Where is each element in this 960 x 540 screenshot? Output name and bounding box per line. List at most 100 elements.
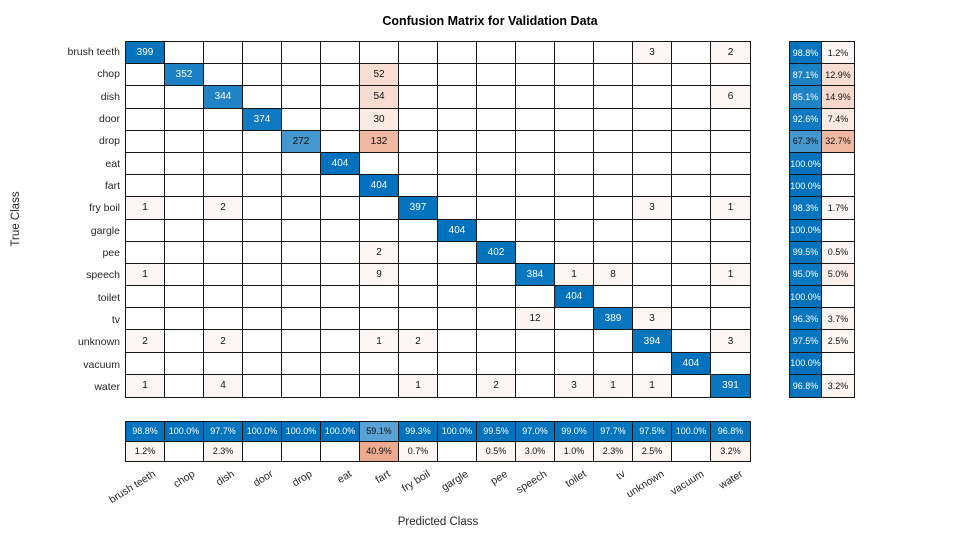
matrix-cell	[555, 308, 594, 331]
row-summary-cell	[822, 175, 854, 198]
matrix-cell: 3	[633, 308, 672, 331]
row-summary-cell: 100.0%	[790, 175, 822, 198]
matrix-cell	[672, 330, 711, 353]
matrix-cell	[711, 220, 750, 242]
column-summary-cell: 97.7%	[594, 422, 633, 442]
matrix-cell	[438, 330, 477, 353]
row-summary-cell: 12.9%	[822, 64, 854, 87]
column-summary-cell	[672, 441, 711, 461]
matrix-cell	[477, 286, 516, 309]
matrix-cell	[672, 241, 711, 264]
chart-title: Confusion Matrix for Validation Data	[382, 14, 598, 28]
matrix-cell	[165, 241, 204, 264]
matrix-cell	[399, 241, 438, 264]
matrix-cell	[555, 197, 594, 220]
matrix-cell	[243, 219, 282, 242]
matrix-cell	[165, 86, 204, 109]
row-summary-cell: 92.6%	[790, 108, 822, 131]
matrix-cell	[711, 131, 750, 153]
matrix-cell	[243, 175, 282, 198]
matrix-cell	[282, 175, 321, 198]
matrix-cell	[282, 108, 321, 131]
row-summary-cell: 85.1%	[790, 86, 822, 109]
x-tick-label: pee	[488, 468, 511, 488]
row-summary-cell: 32.7%	[822, 130, 854, 153]
y-tick-label: gargle	[90, 224, 120, 237]
column-summary-cell	[243, 441, 282, 461]
matrix-cell	[594, 64, 633, 87]
column-summary-cell	[438, 441, 477, 461]
matrix-cell	[672, 86, 711, 109]
matrix-cell	[711, 308, 750, 331]
matrix-cell	[126, 64, 165, 87]
column-summary-cell: 59.1%	[360, 422, 399, 442]
matrix-cell	[282, 374, 321, 397]
row-summary-cell: 98.8%	[790, 42, 822, 65]
matrix-cell	[282, 241, 321, 264]
matrix-cell	[594, 152, 633, 176]
column-summary-cell: 3.2%	[711, 441, 750, 461]
matrix-cell	[282, 219, 321, 242]
row-summary-cell: 1.7%	[822, 197, 854, 220]
x-tick-label: drop	[290, 468, 315, 490]
matrix-cell	[672, 263, 711, 287]
column-summary-cell: 2.3%	[594, 441, 633, 461]
matrix-cell	[282, 64, 321, 87]
column-summary-cell: 99.5%	[477, 422, 516, 442]
x-axis-label: Predicted Class	[397, 516, 479, 528]
matrix-cell	[243, 152, 282, 176]
matrix-cell	[360, 374, 399, 397]
matrix-cell	[594, 286, 633, 309]
matrix-cell	[204, 286, 243, 309]
matrix-cell	[438, 108, 477, 131]
matrix-cell	[126, 152, 165, 176]
matrix-cell	[165, 330, 204, 353]
column-summary-cell: 100.0%	[243, 422, 282, 442]
column-summary-cell: 0.7%	[399, 441, 438, 461]
matrix-cell	[438, 152, 477, 176]
matrix-cell	[282, 263, 321, 287]
matrix-cell	[438, 308, 477, 331]
column-summary-cell: 3.0%	[516, 441, 555, 461]
matrix-cell	[438, 175, 477, 198]
matrix-cell	[516, 108, 555, 131]
matrix-cell	[204, 308, 243, 331]
matrix-cell: 404	[360, 175, 399, 198]
matrix-cell	[360, 352, 399, 375]
matrix-cell	[282, 308, 321, 331]
matrix-cell	[126, 352, 165, 375]
matrix-cell: 391	[711, 374, 750, 397]
matrix-cell	[711, 242, 750, 264]
matrix-cell: 1	[711, 263, 750, 287]
matrix-cell	[321, 330, 360, 353]
matrix-cell: 1	[594, 374, 633, 397]
matrix-cell	[516, 42, 555, 65]
matrix-cell	[594, 197, 633, 220]
matrix-cell	[555, 64, 594, 87]
matrix-cell	[165, 374, 204, 397]
matrix-cell: 30	[360, 108, 399, 131]
matrix-cell	[282, 42, 321, 65]
x-tick-label: toilet	[563, 468, 589, 490]
row-summary-cell: 100.0%	[790, 286, 822, 309]
column-summary-cell: 100.0%	[282, 422, 321, 442]
matrix-cell: 1	[711, 197, 750, 220]
matrix-cell	[399, 263, 438, 287]
row-summary-cell: 95.0%	[790, 263, 822, 287]
matrix-cell	[711, 175, 750, 198]
matrix-cell	[321, 175, 360, 198]
matrix-cell	[165, 42, 204, 65]
matrix-cell	[360, 308, 399, 331]
matrix-cell	[126, 175, 165, 198]
matrix-cell: 2	[204, 330, 243, 353]
matrix-cell	[555, 86, 594, 109]
y-tick-label: unknown	[77, 336, 120, 349]
matrix-cell	[594, 86, 633, 109]
matrix-cell	[477, 152, 516, 176]
row-summary-cell: 0.5%	[822, 241, 854, 264]
matrix-cell	[438, 352, 477, 375]
matrix-cell: 3	[633, 197, 672, 220]
matrix-cell	[594, 330, 633, 353]
matrix-cell	[594, 219, 633, 242]
